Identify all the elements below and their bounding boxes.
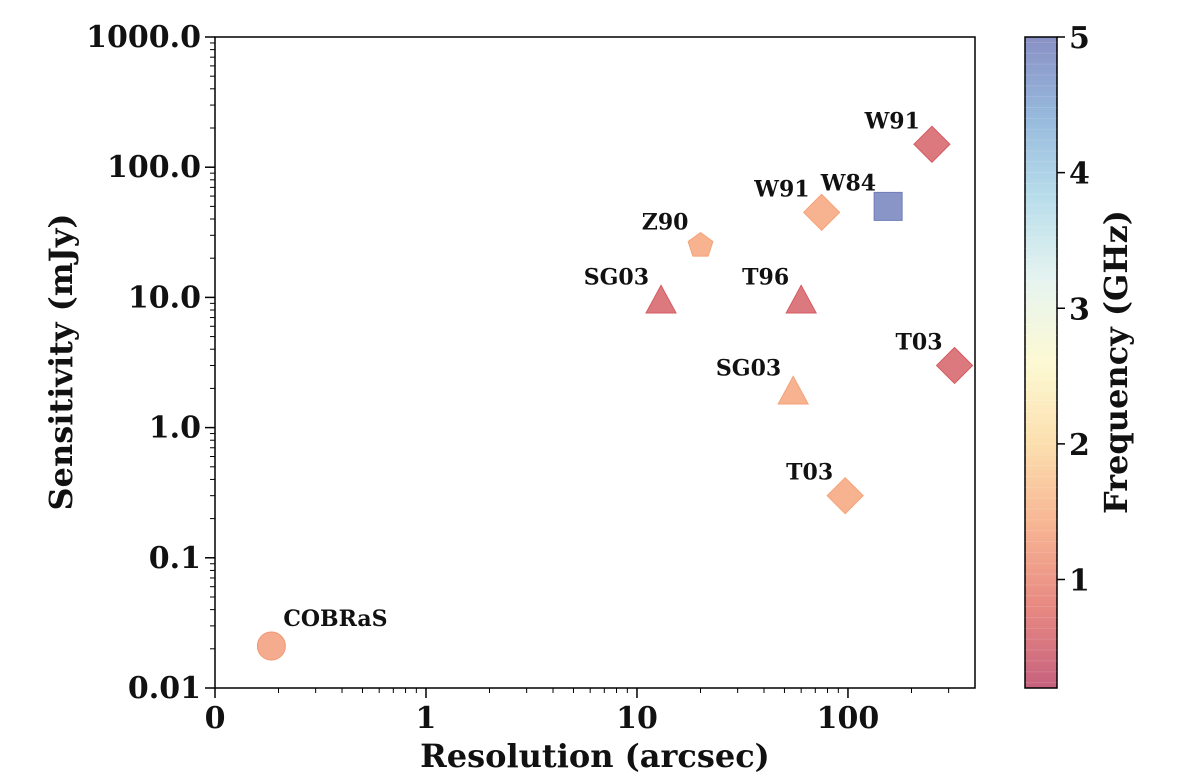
- point-marker-z90-2: [687, 231, 714, 257]
- point-marker-t03-9: [935, 346, 974, 385]
- x-axis-label: Resolution (arcsec): [420, 737, 770, 773]
- colorbar-frame: [1024, 36, 1058, 689]
- point-marker-cobras-0: [256, 631, 286, 661]
- colorbar-tick-label: 4: [1069, 157, 1090, 192]
- point-label-t03-9: T03: [896, 329, 943, 355]
- x-tick-label: 10: [616, 701, 658, 736]
- point-marker-sg03-4: [777, 375, 810, 405]
- point-label-w91-8: W91: [864, 108, 920, 134]
- x-tick-label: 100: [817, 701, 880, 736]
- point-label-w91-5: W91: [753, 176, 809, 202]
- y-tick-label: 10.0: [128, 280, 201, 315]
- y-axis-label: Sensitivity (mJy): [42, 214, 80, 511]
- point-marker-w91-8: [913, 125, 951, 163]
- colorbar-label: Frequency (GHz): [1097, 210, 1135, 514]
- point-label-cobras-0: COBRaS: [283, 606, 387, 632]
- point-label-sg03-4: SG03: [716, 355, 781, 381]
- axes-layer: 0 1 10 100 0.01 0.1 1.0 10.0 100.0 1000.0: [86, 20, 950, 736]
- y-tick-label: 0.01: [128, 671, 201, 706]
- y-tick-label: 1000.0: [86, 20, 201, 55]
- colorbar-tick-label: 1: [1069, 564, 1090, 599]
- colorbar-gradient: [1025, 37, 1057, 688]
- point-label-sg03-1: SG03: [584, 264, 649, 290]
- colorbar: 1 2 3 4 5: [1024, 21, 1090, 689]
- colorbar-tick-label: 5: [1069, 21, 1090, 56]
- x-tick-label: 0: [205, 701, 226, 736]
- point-label-w84-6: W84: [820, 170, 876, 196]
- plot-area: [215, 37, 975, 688]
- y-tick-label: 1.0: [149, 411, 201, 446]
- point-marker-sg03-1: [645, 284, 677, 314]
- point-label-t03-7: T03: [786, 460, 833, 486]
- x-tick-label: 1: [416, 701, 437, 736]
- plot-frame: [214, 36, 976, 689]
- point-label-t96-3: T96: [742, 264, 789, 290]
- point-label-z90-2: Z90: [642, 210, 689, 236]
- y-tick-label: 0.1: [149, 541, 201, 576]
- point-marker-t03-7: [826, 476, 864, 515]
- points-layer: COBRaS SG03 Z90 T96 SG03 W91 W84 T03 W91 T03: [256, 108, 974, 661]
- colorbar-tick-label: 2: [1069, 428, 1090, 463]
- point-marker-t96-3: [785, 284, 818, 314]
- y-tick-label: 100.0: [107, 150, 201, 185]
- point-marker-w84-6: [873, 191, 903, 221]
- colorbar-tick-label: 3: [1069, 292, 1090, 327]
- point-marker-w91-5: [802, 193, 841, 232]
